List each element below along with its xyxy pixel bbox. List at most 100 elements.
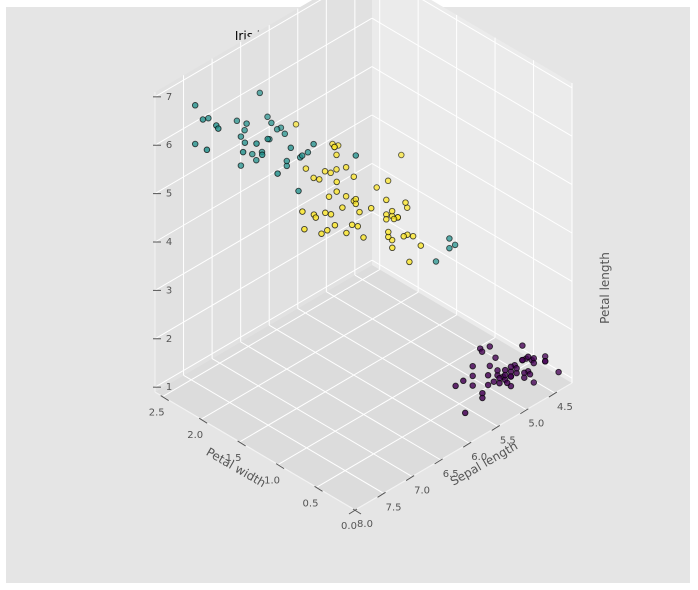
z-tick-label: 2 — [166, 334, 172, 345]
x-tick-mark — [237, 440, 246, 447]
data-points — [191, 89, 562, 417]
x-tick-mark — [198, 417, 208, 424]
grid-line-z-back — [371, 211, 573, 331]
y-tick-mark — [377, 491, 386, 498]
data-point — [191, 140, 199, 148]
data-point — [298, 152, 306, 159]
grid-line-z-back — [371, 114, 573, 234]
data-point — [318, 230, 325, 237]
data-point — [519, 356, 526, 364]
y-tick-mark — [348, 508, 358, 515]
data-point — [541, 358, 549, 365]
y-tick-label: 5.5 — [500, 435, 516, 446]
data-point — [352, 200, 360, 208]
data-point — [241, 139, 249, 146]
data-point — [331, 221, 339, 229]
data-point — [295, 187, 302, 195]
data-point — [258, 151, 266, 159]
data-point — [321, 168, 329, 175]
z-tick-label: 4 — [166, 237, 172, 248]
grid-line-z-side — [154, 0, 322, 98]
data-point — [507, 363, 515, 371]
y-tick-label: 6.0 — [471, 452, 487, 463]
data-point — [451, 241, 459, 249]
data-point — [383, 196, 390, 204]
data-point — [373, 184, 380, 191]
data-point — [287, 144, 295, 152]
y-tick-label: 5.0 — [528, 419, 544, 430]
data-point — [406, 258, 413, 266]
y-tick-mark — [434, 458, 443, 465]
data-point — [432, 258, 440, 265]
data-point — [507, 373, 515, 380]
data-point — [264, 135, 271, 143]
data-point — [526, 371, 534, 378]
grid-line-x-floor — [239, 314, 457, 443]
grid-line-x-floor — [200, 291, 419, 420]
grid-line-y-floor — [211, 358, 413, 478]
x-tick-label: 1.5 — [226, 453, 242, 464]
data-point — [253, 140, 260, 147]
grid-line-z-back — [422, 0, 573, 89]
grid-lines — [154, 0, 573, 511]
grid-line-x-floor — [277, 337, 496, 466]
data-point — [322, 209, 329, 217]
data-point — [333, 166, 340, 173]
z-tick-label: 3 — [166, 285, 172, 296]
z-tick-label: 1 — [166, 382, 172, 393]
y-tick-mark — [548, 391, 558, 398]
data-point — [237, 162, 245, 169]
data-point — [484, 381, 492, 389]
data-point — [383, 216, 390, 223]
axis-panes — [155, 0, 572, 510]
grid-line-z-back — [371, 162, 573, 282]
grid-line-y-floor — [183, 374, 384, 494]
data-point — [530, 379, 538, 386]
grid-line-y-floor — [297, 308, 499, 427]
z-tick-label: 7 — [166, 92, 172, 103]
data-point — [205, 114, 212, 122]
data-point — [301, 225, 308, 233]
data-point — [356, 208, 363, 216]
data-point — [521, 374, 528, 381]
data-point — [339, 204, 346, 211]
grid-line-z-side — [154, 17, 373, 146]
data-point — [354, 223, 362, 230]
y-tick-label: 6.5 — [443, 469, 459, 480]
data-point — [283, 157, 291, 165]
y-tick-mark — [520, 408, 529, 415]
grid-line-z-back — [371, 66, 573, 186]
grid-line-z-side — [154, 211, 373, 340]
y-tick-mark — [462, 441, 472, 448]
x-tick-label: 0.0 — [341, 521, 357, 532]
data-point — [324, 227, 331, 234]
data-point — [327, 169, 334, 177]
data-point — [402, 199, 409, 206]
data-point — [469, 362, 476, 370]
data-point — [530, 359, 538, 367]
data-point — [501, 366, 509, 374]
data-point — [503, 379, 511, 387]
data-point — [390, 215, 398, 223]
data-point — [400, 233, 407, 240]
data-point — [342, 164, 350, 171]
data-point — [191, 102, 199, 109]
y-tick-label: 7.5 — [386, 502, 402, 513]
data-point — [333, 178, 340, 186]
data-point — [331, 143, 338, 151]
data-point — [384, 177, 392, 185]
data-point — [461, 409, 469, 417]
data-point — [203, 146, 211, 154]
data-point — [352, 152, 360, 159]
grid-line-z-side — [154, 259, 373, 388]
data-point — [304, 149, 312, 156]
x-tick-mark — [275, 463, 285, 470]
floor-pane — [155, 265, 572, 510]
data-point — [310, 140, 317, 148]
y-tick-label: 8.0 — [357, 519, 373, 530]
data-point — [333, 151, 340, 159]
data-point — [253, 156, 260, 164]
data-point — [513, 365, 520, 372]
data-point — [389, 244, 396, 252]
